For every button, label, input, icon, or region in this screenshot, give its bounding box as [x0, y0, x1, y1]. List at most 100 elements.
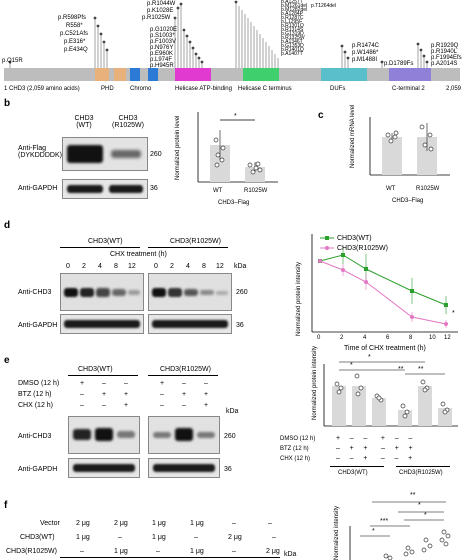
- antibody-label: Anti-CHD3: [18, 433, 52, 440]
- kda-header: kDa: [284, 551, 297, 558]
- panel-label: c: [318, 110, 324, 121]
- amount: –: [232, 520, 236, 527]
- series-wt: [319, 254, 447, 306]
- row-label: DMSO (12 h): [18, 380, 60, 387]
- x-tick: 10: [429, 335, 436, 341]
- row-label: CHD3(R1025W): [6, 548, 57, 555]
- sign: –: [124, 380, 128, 387]
- group-label: CHD3(R1025W): [160, 366, 211, 373]
- protein-label: 1 CHD3 (2,059 amino acids): [4, 86, 80, 92]
- amount: 2 μg: [76, 520, 90, 527]
- mutation-label: p.E434Q: [64, 47, 88, 53]
- domain-helicase-c: [243, 68, 279, 81]
- row-label: CHX (12 h): [18, 402, 54, 409]
- domain-phd-1: [95, 68, 109, 81]
- sign: –: [204, 380, 208, 387]
- x-tick: 8: [409, 335, 413, 341]
- x-axis-label: Time of CHX treatment (h): [344, 345, 426, 352]
- amount: 1 μg: [152, 520, 166, 527]
- x-tick: 4: [363, 335, 367, 341]
- amount: 1 μg: [114, 548, 128, 555]
- antibody-label: Anti-Flag (DYKDDDDK): [18, 145, 62, 159]
- mutation-label: p.E316*: [64, 39, 86, 45]
- x-tick-label: WT: [386, 186, 396, 192]
- time-label: 4: [186, 263, 190, 270]
- antibody-label: Anti-CHD3: [18, 289, 52, 296]
- mutation-label: p.A1257T: [281, 0, 303, 5]
- amount: 1 μg: [76, 534, 90, 541]
- sign: +: [160, 380, 165, 387]
- bar-r1025w: [417, 137, 437, 175]
- sign: –: [102, 402, 106, 409]
- sign: +: [102, 391, 107, 398]
- sig-marker: *: [368, 354, 371, 361]
- mutation-label: p.F1994Efs: [431, 55, 462, 61]
- x-tick: 12: [444, 335, 451, 341]
- mutation-label: p.R1325W: [281, 35, 305, 41]
- row-label: BTZ (12 h): [18, 391, 52, 398]
- mutation-label: p.R1401Q: [281, 47, 304, 53]
- kda-marker: 36: [150, 185, 158, 192]
- x-group-label: CHD3–Flag: [392, 198, 424, 204]
- sign: +: [124, 391, 129, 398]
- y-axis-label: Normalized intensity: [334, 505, 340, 560]
- domain-label: DUFs: [330, 86, 346, 92]
- blot-chd3-wt: [60, 273, 144, 311]
- panel-label: e: [4, 355, 10, 366]
- mutation-label: p.R1940L: [431, 49, 458, 55]
- protein-end-label: 2,059: [446, 86, 462, 92]
- y-axis-label: Normalized mRNA level: [350, 104, 356, 168]
- antibody-label: Anti-GAPDH: [18, 185, 58, 192]
- mutation-label: p.A1284P: [281, 11, 303, 17]
- domain-label: Chromo: [130, 86, 152, 92]
- time-label: 8: [114, 263, 118, 270]
- sign: –: [80, 391, 84, 398]
- treatment-label: CHX treatment (h): [110, 251, 167, 258]
- panel-label: f: [4, 500, 8, 511]
- y-axis-label: Normalized protein level: [175, 115, 181, 180]
- domain-label: Helicase ATP-binding: [175, 86, 232, 92]
- sig-marker: *: [372, 528, 375, 535]
- domain-c-terminal: [389, 68, 431, 81]
- chart-b: [197, 112, 278, 183]
- mutation-label: p.R1044W: [147, 1, 176, 7]
- mutation-label: p.A1407T: [281, 51, 303, 57]
- blot-gapdh-wt: [60, 314, 144, 334]
- mutation-label: p.Q15R: [2, 58, 23, 64]
- group-label: CHD3(WT): [78, 366, 113, 373]
- lane-label: CHD3 (WT): [74, 115, 94, 129]
- panel-label: d: [4, 220, 11, 231]
- mutation-label: p.T1264del: [311, 3, 337, 9]
- mutation-label: p.M1488I: [352, 57, 378, 63]
- x-group-label: CHD3–Flag: [218, 200, 250, 206]
- sign: –: [182, 380, 186, 387]
- x-tick-label: R1025W: [244, 188, 268, 194]
- kda-marker: 36: [224, 466, 232, 473]
- amount: 1 μg: [190, 548, 204, 555]
- row-label: CHD3(WT): [20, 534, 55, 541]
- group-label: CHD3(R1025W): [399, 470, 443, 476]
- blot-gapdh: [62, 179, 148, 199]
- sig-marker: *: [452, 310, 455, 317]
- mutation-label: p.K1028E: [147, 8, 174, 14]
- mutation-label: p.N976Y: [150, 45, 174, 51]
- mutation-label: p.E960K: [150, 51, 174, 57]
- sig-marker: *: [350, 362, 353, 369]
- sig-marker: *: [418, 502, 421, 509]
- row-label: DMSO (12 h): [280, 436, 316, 442]
- chart-e: [323, 361, 458, 427]
- domain-dufs: [321, 68, 367, 81]
- blot-gapdh-wt: [68, 458, 140, 478]
- series-r1025w: [319, 260, 447, 325]
- row-label: Vector: [40, 520, 60, 527]
- kda-marker: 260: [224, 433, 236, 440]
- mutation-label: p.L1295F: [281, 19, 303, 25]
- bar-wt: [382, 137, 402, 175]
- time-label: 0: [154, 263, 158, 270]
- chart-d: [311, 234, 458, 333]
- antibody-label: Anti-GAPDH: [18, 322, 58, 329]
- sign: +: [204, 391, 209, 398]
- legend-label: CHD3(R1025W): [337, 245, 388, 252]
- amount: –: [268, 520, 272, 527]
- mutation-label: p.R598Pfs: [58, 15, 87, 21]
